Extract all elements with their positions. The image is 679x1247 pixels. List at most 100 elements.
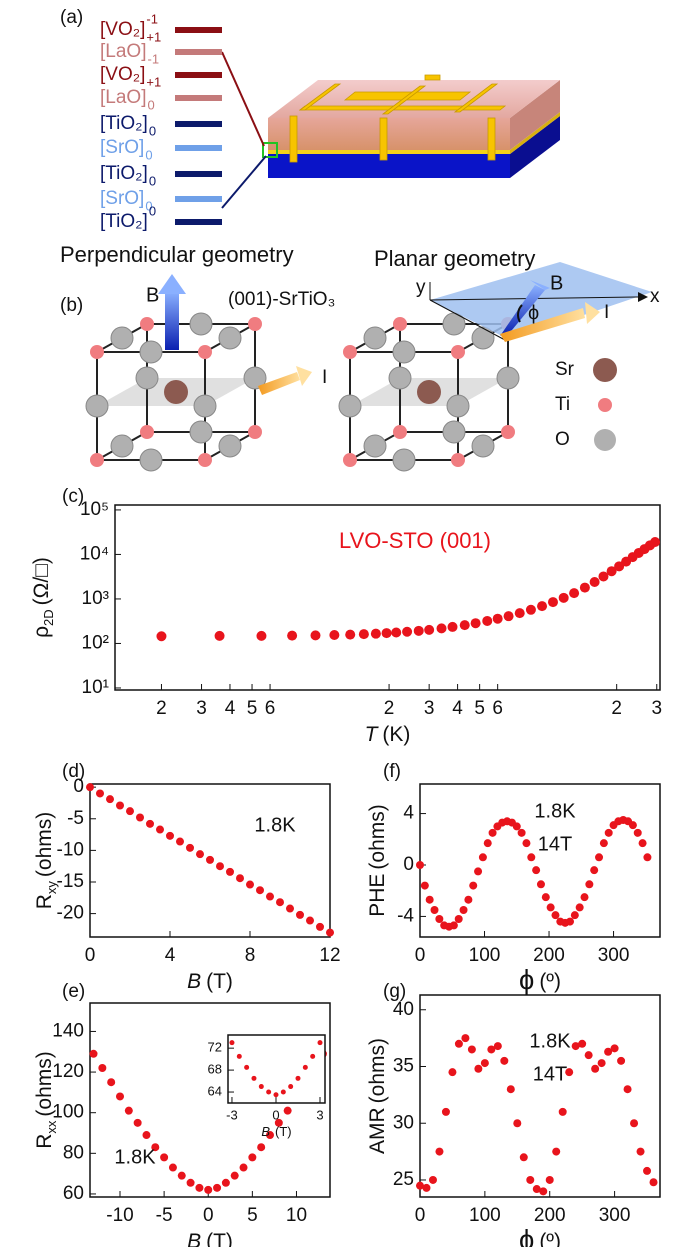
- data-point: [288, 1084, 294, 1090]
- data-point: [604, 828, 613, 837]
- data-point: [257, 1143, 266, 1152]
- o-atom: [218, 434, 242, 458]
- data-point: [454, 1039, 463, 1048]
- y-tick-label: 60: [63, 1183, 84, 1204]
- x-label-unit: (º): [539, 970, 561, 993]
- x-tick-label: 2: [156, 698, 167, 719]
- axis-y: y: [416, 277, 426, 298]
- data-point: [541, 893, 550, 902]
- device: [221, 51, 560, 209]
- layer-sup: 0: [149, 203, 156, 218]
- o-atom: [110, 326, 134, 350]
- data-point: [156, 825, 164, 834]
- x-tick-label: -10: [106, 1205, 133, 1226]
- data-point: [565, 1068, 574, 1077]
- data-point: [513, 1119, 522, 1128]
- x-tick-label: 8: [245, 945, 256, 966]
- data-point: [584, 1051, 593, 1060]
- y-tick-label: 40: [393, 999, 414, 1020]
- data-point: [623, 1085, 632, 1094]
- data-point: [256, 886, 264, 895]
- data-point: [276, 898, 284, 907]
- x-axis-label: ϕ (º): [519, 964, 561, 995]
- annotation: 1.8K: [529, 1030, 571, 1052]
- y-tick-label: 0: [403, 854, 414, 875]
- sr-atom: [417, 380, 441, 404]
- x-axis-label: B (T): [261, 1124, 291, 1139]
- data-point: [571, 1042, 580, 1051]
- annotation: 1.8K: [254, 814, 296, 836]
- x-tick-label: 4: [225, 698, 236, 719]
- data-point: [258, 1084, 264, 1090]
- data-point: [448, 1068, 457, 1077]
- data-point: [482, 615, 493, 626]
- o-atom: [363, 434, 387, 458]
- y-tick-label: 80: [63, 1142, 84, 1163]
- data-point: [244, 1064, 250, 1070]
- data-point: [416, 1181, 424, 1190]
- layer-sub: -1: [147, 51, 159, 66]
- x-tick-label: 5: [247, 1205, 258, 1226]
- data-point: [638, 839, 647, 848]
- x-label-unit: (T): [206, 1230, 233, 1247]
- y-label-unit: (Ω/□): [30, 557, 53, 605]
- annotation: 14T: [533, 1063, 567, 1085]
- y-tick-label: 10⁵: [80, 499, 109, 520]
- data-point: [551, 911, 560, 920]
- x-axis-label: T (K): [365, 723, 411, 746]
- x-tick-label: 4: [452, 698, 463, 719]
- o-atom: [496, 366, 520, 390]
- data-point: [580, 893, 589, 902]
- legend-label: O: [555, 429, 570, 450]
- data-point: [579, 582, 590, 593]
- data-point: [430, 906, 439, 914]
- x-tick-label: 2: [384, 698, 395, 719]
- x-tick-label: 12: [319, 945, 340, 966]
- data-point: [89, 1049, 98, 1058]
- x-tick-label: 3: [316, 1107, 323, 1122]
- data-point: [532, 866, 541, 875]
- y-label-unit: (ohms): [366, 804, 389, 869]
- y-tick-label: 4: [403, 803, 414, 824]
- x-tick-label: -3: [226, 1107, 238, 1122]
- data-point: [532, 1185, 541, 1194]
- x-tick-label: 100: [469, 1205, 501, 1226]
- y-label-var: AMR: [366, 1107, 389, 1154]
- data-point: [283, 1106, 292, 1115]
- data-point: [483, 839, 492, 848]
- data-point: [517, 828, 526, 837]
- layer-stack: [VO₂] +1-1[LaO] -1[VO₂] +1[LaO] 0[TiO₂] 0[SrO…: [100, 11, 222, 232]
- y-label-unit: (ohms): [366, 1038, 389, 1103]
- data-point: [214, 630, 225, 641]
- ti-atom: [501, 425, 515, 439]
- y-axis-label: PHE (ohms): [366, 804, 389, 917]
- data-point: [566, 917, 574, 926]
- y-tick-label: -4: [397, 905, 414, 926]
- data-point: [526, 1175, 535, 1184]
- y-tick-label: -5: [67, 808, 84, 829]
- x-tick-label: 0: [272, 1107, 279, 1122]
- legend-label: Ti: [555, 394, 570, 415]
- y-tick-label: 30: [393, 1112, 414, 1133]
- data-point: [142, 1131, 151, 1140]
- layer-label: [LaO]: [100, 41, 146, 62]
- data-point: [488, 828, 497, 837]
- o-atom: [135, 366, 159, 390]
- ti-atom: [393, 425, 407, 439]
- data-point: [391, 627, 402, 638]
- x-axis-label: B (T): [187, 970, 233, 993]
- x-label-unit: (T): [206, 970, 233, 993]
- data-point: [136, 813, 144, 822]
- o-atom: [471, 326, 495, 350]
- x-tick-label: 3: [651, 698, 662, 719]
- legend: Sr Ti O: [555, 358, 617, 451]
- ti-atom: [343, 345, 357, 359]
- angle-label: ϕ: [528, 302, 539, 324]
- y-tick-label: 100: [52, 1102, 84, 1123]
- data-point: [151, 1143, 160, 1152]
- x-label-var: ϕ: [519, 964, 534, 995]
- data-point: [487, 1045, 496, 1054]
- y-tick-label: 72: [208, 1040, 222, 1055]
- y-tick-label: 10³: [82, 588, 109, 609]
- ti-atom: [90, 453, 104, 467]
